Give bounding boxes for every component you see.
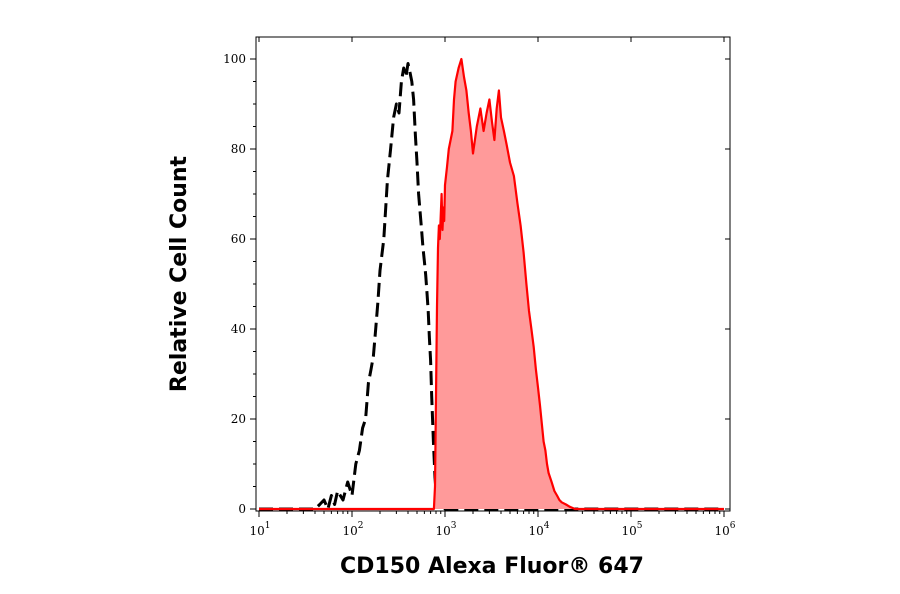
y-tick-label: 80 xyxy=(231,142,246,156)
x-tick-label: 104 xyxy=(528,521,549,538)
y-tick-label: 20 xyxy=(231,412,246,426)
y-tick-label: 60 xyxy=(231,232,246,246)
y-tick-label: 0 xyxy=(238,502,246,516)
y-axis-ticks: 0 20 40 60 80 100 xyxy=(223,52,730,516)
x-tick-label: 101 xyxy=(249,521,270,538)
series-1-line xyxy=(259,57,724,511)
x-tick-label: 103 xyxy=(435,521,456,538)
series-0-line xyxy=(259,62,724,511)
y-tick-label: 40 xyxy=(231,322,246,336)
series-1-fill xyxy=(259,59,724,509)
y-tick-label: 100 xyxy=(223,52,246,66)
x-tick-label: 102 xyxy=(342,521,363,538)
x-axis-ticks: 101 102 103 104 105 106 xyxy=(249,37,736,538)
x-tick-label: 105 xyxy=(621,521,642,538)
x-tick-label: 106 xyxy=(714,521,735,538)
x-axis-label: CD150 Alexa Fluor® 647 xyxy=(340,554,644,579)
series-layer xyxy=(259,57,724,511)
y-axis-label: Relative Cell Count xyxy=(167,155,192,392)
